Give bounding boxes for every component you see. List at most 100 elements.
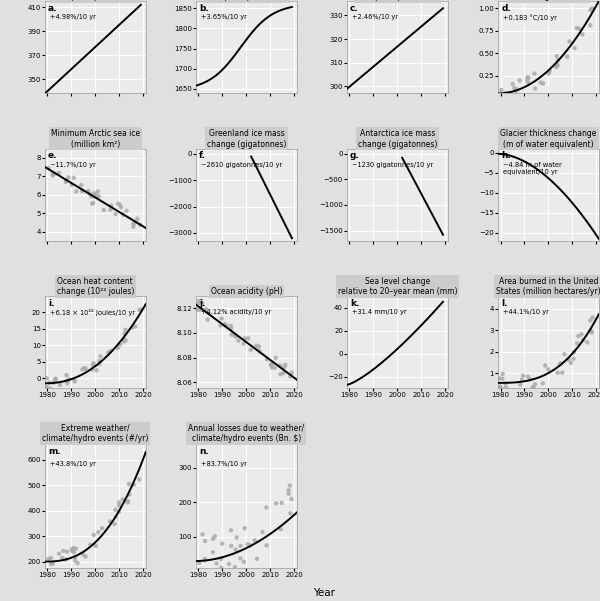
Point xyxy=(136,305,146,314)
Point xyxy=(224,560,234,569)
Point xyxy=(105,517,115,526)
Point xyxy=(85,189,94,198)
Point xyxy=(231,332,241,341)
Text: +83.7%/10 yr: +83.7%/10 yr xyxy=(201,461,247,467)
Point xyxy=(556,359,566,368)
Point xyxy=(91,541,101,551)
Point xyxy=(114,507,124,517)
Point xyxy=(278,368,288,378)
Point xyxy=(284,486,293,495)
Point xyxy=(121,336,130,346)
Point xyxy=(49,378,58,388)
Point xyxy=(78,186,88,196)
Point xyxy=(78,549,88,559)
Title: Glacier thickness change
(m of water equivalent): Glacier thickness change (m of water equ… xyxy=(500,129,596,148)
Text: h.: h. xyxy=(501,151,511,160)
Title: Ocean heat content
change (10²² joules): Ocean heat content change (10²² joules) xyxy=(56,276,134,296)
Text: +4.12% acidity/10 yr: +4.12% acidity/10 yr xyxy=(201,309,271,315)
Title: Annual losses due to weather/
climate/hydro events (Bn. $): Annual losses due to weather/ climate/hy… xyxy=(188,424,304,444)
Point xyxy=(226,321,236,331)
Point xyxy=(494,374,504,383)
Point xyxy=(552,59,562,69)
Point xyxy=(70,556,80,566)
Point xyxy=(246,540,256,550)
Point xyxy=(499,90,509,99)
Text: ~4.84 m of water
equivalent/10 yr: ~4.84 m of water equivalent/10 yr xyxy=(503,162,562,174)
Point xyxy=(62,376,71,386)
Point xyxy=(523,73,532,82)
Point xyxy=(552,51,562,61)
Point xyxy=(538,379,548,388)
Point xyxy=(93,187,103,197)
Point xyxy=(73,558,82,568)
Point xyxy=(67,546,77,556)
Point xyxy=(519,386,529,395)
Point xyxy=(129,480,139,489)
Point xyxy=(62,176,71,186)
Point xyxy=(252,554,262,564)
Point xyxy=(574,331,583,341)
Point xyxy=(578,29,587,39)
Point xyxy=(277,498,286,508)
Text: f.: f. xyxy=(199,151,206,160)
Point xyxy=(252,341,262,350)
Point xyxy=(255,347,265,356)
Point xyxy=(42,373,52,383)
Point xyxy=(119,334,129,344)
Title: Sea level change
relative to 20–year mean (mm): Sea level change relative to 20–year mea… xyxy=(338,276,457,296)
Point xyxy=(118,495,128,504)
Point xyxy=(68,543,78,553)
Point xyxy=(70,375,79,385)
Point xyxy=(111,512,121,522)
Point xyxy=(515,380,525,389)
Point xyxy=(67,545,77,554)
Text: g.: g. xyxy=(350,151,360,160)
Point xyxy=(216,563,226,573)
Point xyxy=(200,536,210,546)
Text: +44.1%/10 yr: +44.1%/10 yr xyxy=(503,309,549,315)
Point xyxy=(572,23,581,33)
Point xyxy=(208,548,218,557)
Point xyxy=(200,554,209,564)
Text: +31.4 mm/10 yr: +31.4 mm/10 yr xyxy=(352,309,407,315)
Point xyxy=(88,198,98,208)
Point xyxy=(89,192,99,201)
Text: n.: n. xyxy=(199,447,209,456)
Point xyxy=(517,374,527,384)
Point xyxy=(46,560,56,569)
Point xyxy=(564,355,574,364)
Point xyxy=(267,359,277,368)
Point xyxy=(194,298,204,308)
Point xyxy=(110,505,120,514)
Point xyxy=(77,365,87,374)
Text: m.: m. xyxy=(48,447,61,456)
Title: Nitrous oxide
(N₂O parts per billion): Nitrous oxide (N₂O parts per billion) xyxy=(355,0,439,1)
Point xyxy=(524,73,533,82)
Point xyxy=(87,365,97,374)
Point xyxy=(587,328,597,337)
Point xyxy=(246,345,256,355)
Point xyxy=(227,330,236,340)
Point xyxy=(496,382,505,391)
Point xyxy=(134,475,144,484)
Point xyxy=(541,361,550,370)
Text: c.: c. xyxy=(350,4,359,13)
Point xyxy=(77,186,87,195)
Point xyxy=(524,78,533,88)
Point xyxy=(496,383,505,392)
Point xyxy=(58,553,67,563)
Point xyxy=(49,170,58,180)
Point xyxy=(71,544,80,554)
Point xyxy=(254,342,264,352)
Point xyxy=(530,379,540,389)
Point xyxy=(124,479,134,489)
Point xyxy=(508,79,517,89)
Point xyxy=(538,79,548,88)
Point xyxy=(236,554,245,563)
Point xyxy=(553,55,563,65)
Point xyxy=(42,382,52,392)
Point xyxy=(280,362,289,372)
Point xyxy=(523,372,533,382)
Text: e.: e. xyxy=(48,151,58,160)
Point xyxy=(128,219,138,228)
